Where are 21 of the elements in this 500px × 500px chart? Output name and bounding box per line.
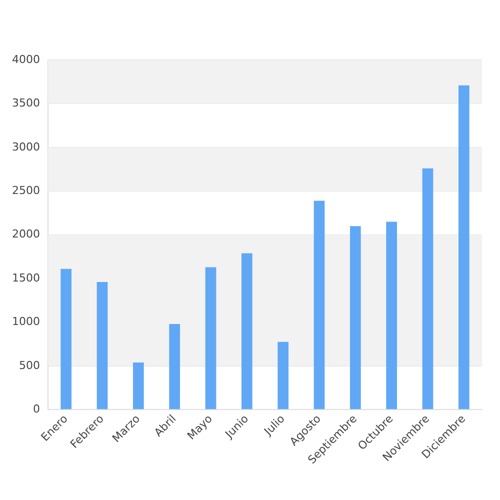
bar — [96, 282, 108, 410]
y-tick-label: 4000 — [12, 52, 40, 66]
bar — [278, 342, 289, 410]
y-tick-label: 3500 — [12, 96, 40, 110]
bar — [132, 362, 144, 410]
y-tick-label: 0 — [32, 402, 40, 416]
y-tick-label: 2000 — [12, 228, 40, 241]
y-tick-label: 3000 — [12, 140, 40, 154]
y-tick-label: 2500 — [12, 184, 40, 197]
bar — [241, 253, 252, 410]
bar — [205, 267, 216, 410]
bar — [350, 226, 361, 410]
bar — [422, 168, 434, 410]
y-tick-label: 1500 — [12, 271, 40, 284]
y-tick-label: 1000 — [12, 315, 40, 328]
bar — [169, 324, 180, 410]
y-tick-label: 500 — [18, 358, 40, 372]
bar — [386, 222, 398, 410]
bar — [60, 268, 72, 410]
bar — [458, 85, 470, 410]
bar — [314, 200, 325, 410]
